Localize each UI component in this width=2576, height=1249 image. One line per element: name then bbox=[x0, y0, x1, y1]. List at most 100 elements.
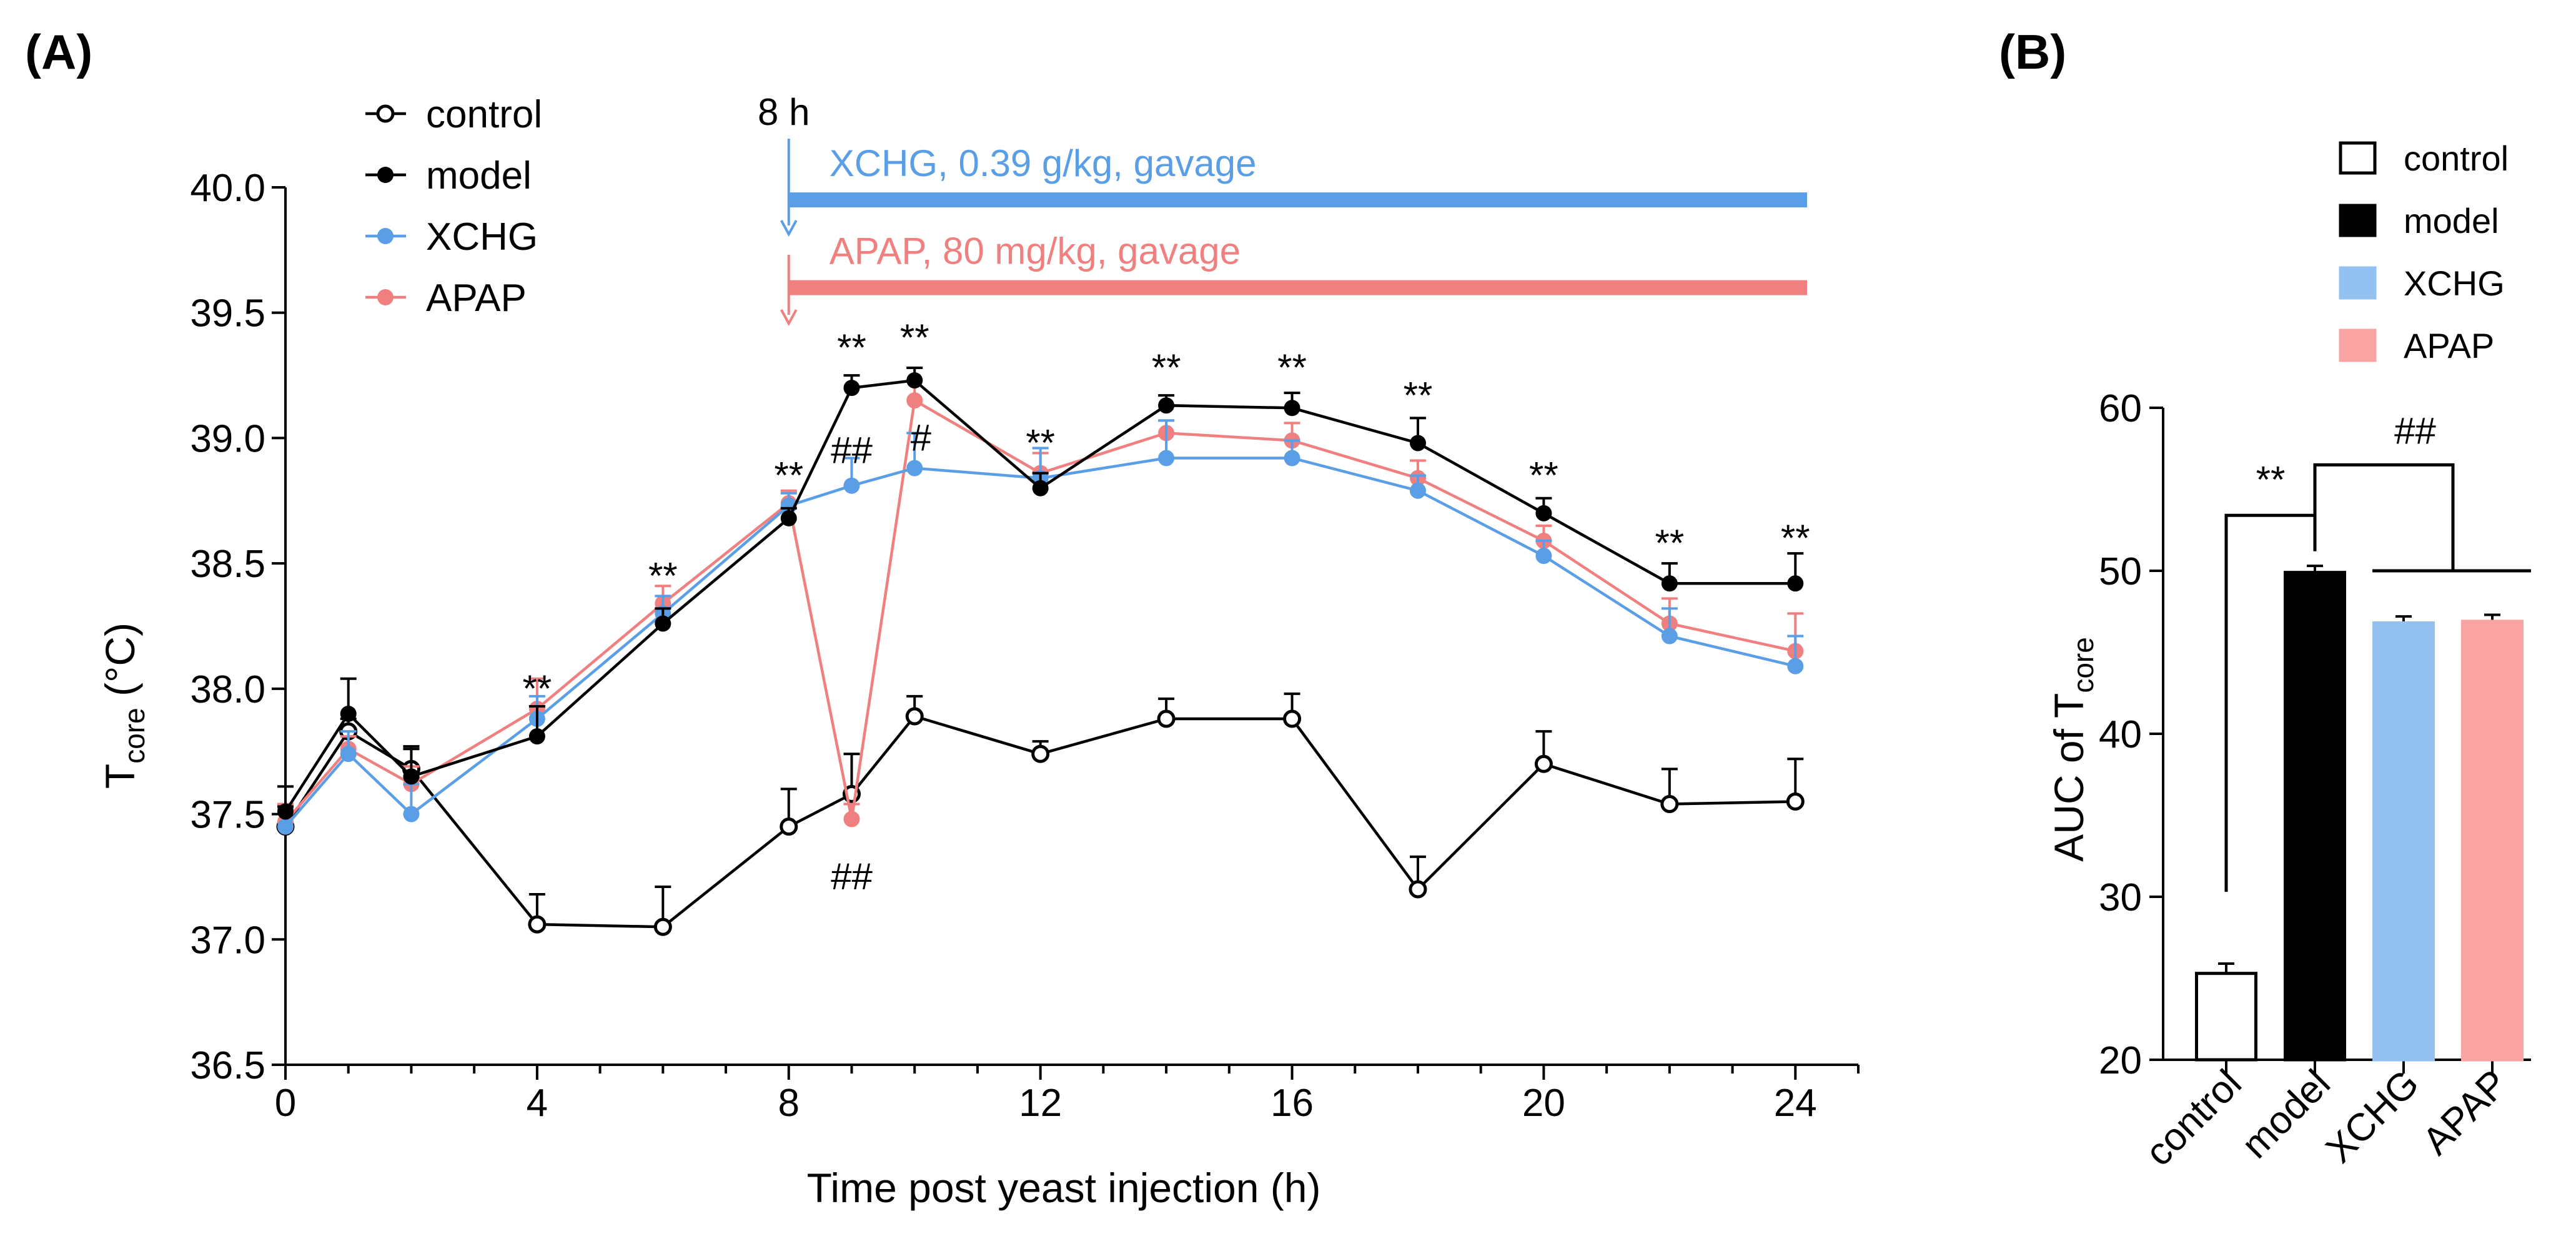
model-point bbox=[277, 803, 294, 820]
model-point bbox=[403, 768, 420, 785]
panel-b-bars bbox=[2195, 565, 2524, 1062]
panel-b-y-axis-title-main: AUC of T bbox=[2046, 693, 2092, 862]
legend-label: model bbox=[426, 154, 532, 197]
legend-marker bbox=[376, 104, 395, 123]
treatment-label-xchg: XCHG, 0.39 g/kg, gavage bbox=[830, 142, 1257, 184]
control-point bbox=[1031, 744, 1050, 763]
xchg-point bbox=[340, 746, 357, 763]
bar-control bbox=[2195, 962, 2257, 1062]
significance-mark: ** bbox=[1655, 522, 1684, 564]
bar-rect bbox=[2284, 571, 2346, 1062]
significance-mark: ** bbox=[1404, 374, 1433, 416]
legend-swatch bbox=[2339, 204, 2377, 237]
panel-b-legend: control model XCHG APAP bbox=[2339, 139, 2509, 365]
x-axis-title: Time post yeast injection (h) bbox=[807, 1165, 1321, 1211]
panel-a-legend: control model XCHG APAP bbox=[365, 93, 542, 320]
panel-b-label: (B) bbox=[1999, 24, 2066, 79]
legend-label: APAP bbox=[2404, 326, 2494, 365]
treatment-bars: 8 h XCHG, 0.39 g/kg, gavage APAP, 80 mg/kg… bbox=[758, 91, 1807, 327]
legend-label: control bbox=[426, 93, 542, 136]
model-point bbox=[340, 706, 357, 722]
treatment-start-label: 8 h bbox=[758, 91, 810, 133]
bracket-label: ** bbox=[2256, 459, 2286, 501]
model-point bbox=[655, 615, 671, 632]
xchg-point bbox=[1787, 658, 1804, 674]
treatment-arrow-head bbox=[780, 309, 798, 327]
significance-mark: ## bbox=[831, 856, 873, 897]
panel-b-y-tick-label: 60 bbox=[2099, 387, 2142, 430]
panel-b-y-axis-title: AUC of Tcore bbox=[2046, 637, 2099, 862]
model-point bbox=[1409, 435, 1426, 452]
legend-label: APAP bbox=[426, 277, 527, 320]
y-axis-title: Tcore (°C) bbox=[97, 623, 151, 789]
legend-swatch bbox=[2339, 141, 2377, 175]
x-tick-label: 16 bbox=[1271, 1082, 1314, 1125]
legend-label: control bbox=[2404, 139, 2509, 178]
legend-label: model bbox=[2404, 201, 2499, 240]
panel-a-axes: 36.5 37.0 37.5 38.0 38.5 39.0 39.5 40.0 0 4 8 12 16 2… bbox=[190, 167, 1860, 1125]
xchg-point bbox=[1661, 628, 1678, 644]
panel-b-x-tick-label: control bbox=[2138, 1062, 2250, 1174]
xchg-point bbox=[843, 477, 860, 494]
series-model bbox=[277, 367, 1804, 820]
bar-apap bbox=[2461, 613, 2524, 1062]
legend-marker bbox=[377, 228, 394, 244]
xchg-point bbox=[403, 806, 420, 822]
model-point bbox=[1032, 480, 1049, 496]
bar-rect bbox=[2461, 620, 2524, 1062]
line-chart-panel-a: 36.5 37.0 37.5 38.0 38.5 39.0 39.5 40.0 0 4 8 12 16 2… bbox=[97, 91, 1860, 1211]
bar-model bbox=[2284, 565, 2346, 1062]
y-tick-label: 36.5 bbox=[190, 1044, 265, 1087]
control-point bbox=[528, 915, 547, 934]
model-point bbox=[1284, 400, 1300, 417]
control-point bbox=[905, 707, 924, 726]
control-point bbox=[1786, 792, 1805, 811]
model-point bbox=[780, 510, 797, 526]
x-tick-label: 12 bbox=[1019, 1082, 1062, 1125]
bracket-model-treatments bbox=[2313, 463, 2455, 571]
legend-item-apap: APAP bbox=[365, 277, 527, 320]
panel-b-legend-item-xchg: XCHG bbox=[2339, 264, 2505, 303]
model-point bbox=[1661, 575, 1678, 592]
panel-b-y-tick-label: 20 bbox=[2099, 1039, 2142, 1082]
legend-swatch bbox=[2339, 328, 2377, 362]
panel-b-y-tick-label: 50 bbox=[2099, 550, 2142, 593]
treatment-label-apap: APAP, 80 mg/kg, gavage bbox=[830, 230, 1241, 272]
series-control bbox=[276, 692, 1805, 936]
model-point bbox=[528, 728, 545, 745]
legend-label: XCHG bbox=[426, 215, 538, 259]
xchg-point bbox=[906, 460, 923, 476]
legend-swatch bbox=[2339, 266, 2377, 300]
y-tick-label: 39.0 bbox=[190, 417, 265, 460]
panel-b-legend-item-control: control bbox=[2339, 139, 2509, 178]
legend-item-control: control bbox=[365, 93, 542, 136]
panel-b-legend-item-model: model bbox=[2339, 201, 2499, 240]
apap-point bbox=[906, 392, 923, 409]
x-tick-label: 24 bbox=[1774, 1082, 1817, 1125]
xchg-point bbox=[1284, 450, 1300, 467]
apap-point bbox=[843, 811, 860, 827]
y-axis-title-unit: (°C) bbox=[97, 623, 143, 696]
control-point bbox=[1157, 709, 1176, 728]
significance-mark: # bbox=[911, 417, 932, 459]
x-tick-label: 20 bbox=[1522, 1082, 1565, 1125]
svg-text:Tcore (°C): Tcore (°C) bbox=[97, 623, 151, 789]
treatment-arrow-head bbox=[780, 220, 798, 237]
model-point bbox=[843, 380, 860, 397]
panel-b-x-tick-label: XCHG bbox=[2317, 1062, 2427, 1171]
significance-mark: ** bbox=[1026, 422, 1055, 464]
panel-b-x-tick-label: model bbox=[2234, 1062, 2339, 1167]
significance-mark: ** bbox=[523, 668, 552, 709]
control-point bbox=[1409, 880, 1427, 899]
significance-mark: ** bbox=[1529, 455, 1558, 496]
panel-a-label: (A) bbox=[25, 24, 92, 79]
control-point bbox=[780, 817, 798, 836]
y-tick-label: 38.0 bbox=[190, 668, 265, 711]
bracket-label: ## bbox=[2394, 410, 2436, 452]
legend-item-model: model bbox=[365, 154, 532, 197]
significance-mark: ** bbox=[1152, 347, 1181, 388]
model-point bbox=[1158, 397, 1175, 414]
y-tick-label: 38.5 bbox=[190, 543, 265, 586]
